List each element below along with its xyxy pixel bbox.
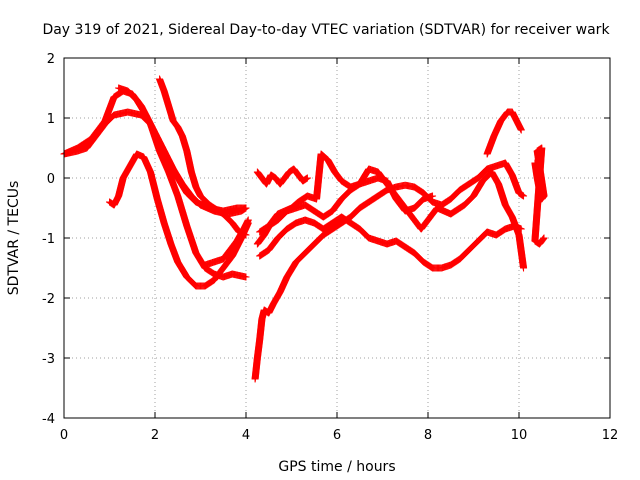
y-tick-label: 1	[47, 112, 55, 127]
x-tick-label: 0	[60, 428, 68, 443]
y-tick-labels: -4 -3 -2 -1 0 1 2	[42, 52, 55, 427]
x-tick-label: 6	[333, 428, 341, 443]
y-tick-label: 2	[47, 52, 55, 67]
data-point	[242, 204, 250, 212]
x-tick-label: 4	[242, 428, 250, 443]
x-tick-label: 8	[424, 428, 432, 443]
data-point	[520, 192, 528, 200]
y-axis-label: SDTVAR / TECUs	[6, 181, 22, 296]
data-marks	[60, 75, 548, 383]
chart-title: Day 319 of 2021, Sidereal Day-to-day VTE…	[42, 22, 610, 38]
x-tick-label: 12	[602, 428, 619, 443]
y-tick-label: -2	[42, 292, 55, 307]
y-tick-label: -4	[42, 412, 55, 427]
y-tick-label: -3	[42, 352, 55, 367]
x-axis-label: GPS time / hours	[278, 459, 395, 475]
y-tick-label: 0	[47, 172, 55, 187]
x-tick-label: 2	[151, 428, 159, 443]
data-point	[244, 216, 252, 224]
x-tick-label: 10	[511, 428, 528, 443]
data-point	[242, 273, 250, 281]
x-tick-labels: 0 2 4 6 8 10 12	[60, 428, 618, 443]
y-tick-label: -1	[42, 232, 55, 247]
